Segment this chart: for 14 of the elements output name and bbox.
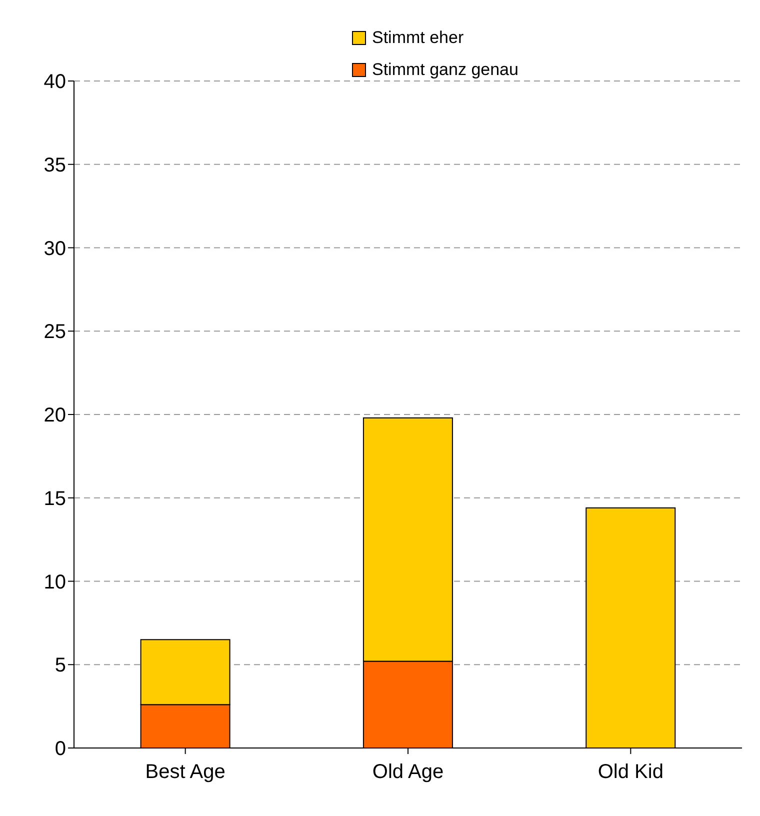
y-tick-label: 20 — [44, 404, 66, 427]
y-tick-label: 10 — [44, 571, 66, 594]
x-tick-label: Old Age — [372, 761, 444, 784]
y-tick-label: 5 — [54, 654, 66, 677]
y-tick-label: 15 — [44, 488, 66, 510]
legend-label: Stimmt ganz genau — [372, 60, 518, 80]
y-tick-label: 30 — [44, 238, 66, 260]
x-tick-label: Old Kid — [598, 761, 664, 784]
y-tick-label: 0 — [54, 738, 66, 760]
x-tick-label: Best Age — [145, 761, 226, 784]
y-tick-label: 35 — [44, 154, 66, 176]
y-tick-label: 40 — [44, 71, 66, 94]
legend-label: Stimmt eher — [372, 28, 464, 48]
y-tick-label: 25 — [44, 321, 66, 344]
